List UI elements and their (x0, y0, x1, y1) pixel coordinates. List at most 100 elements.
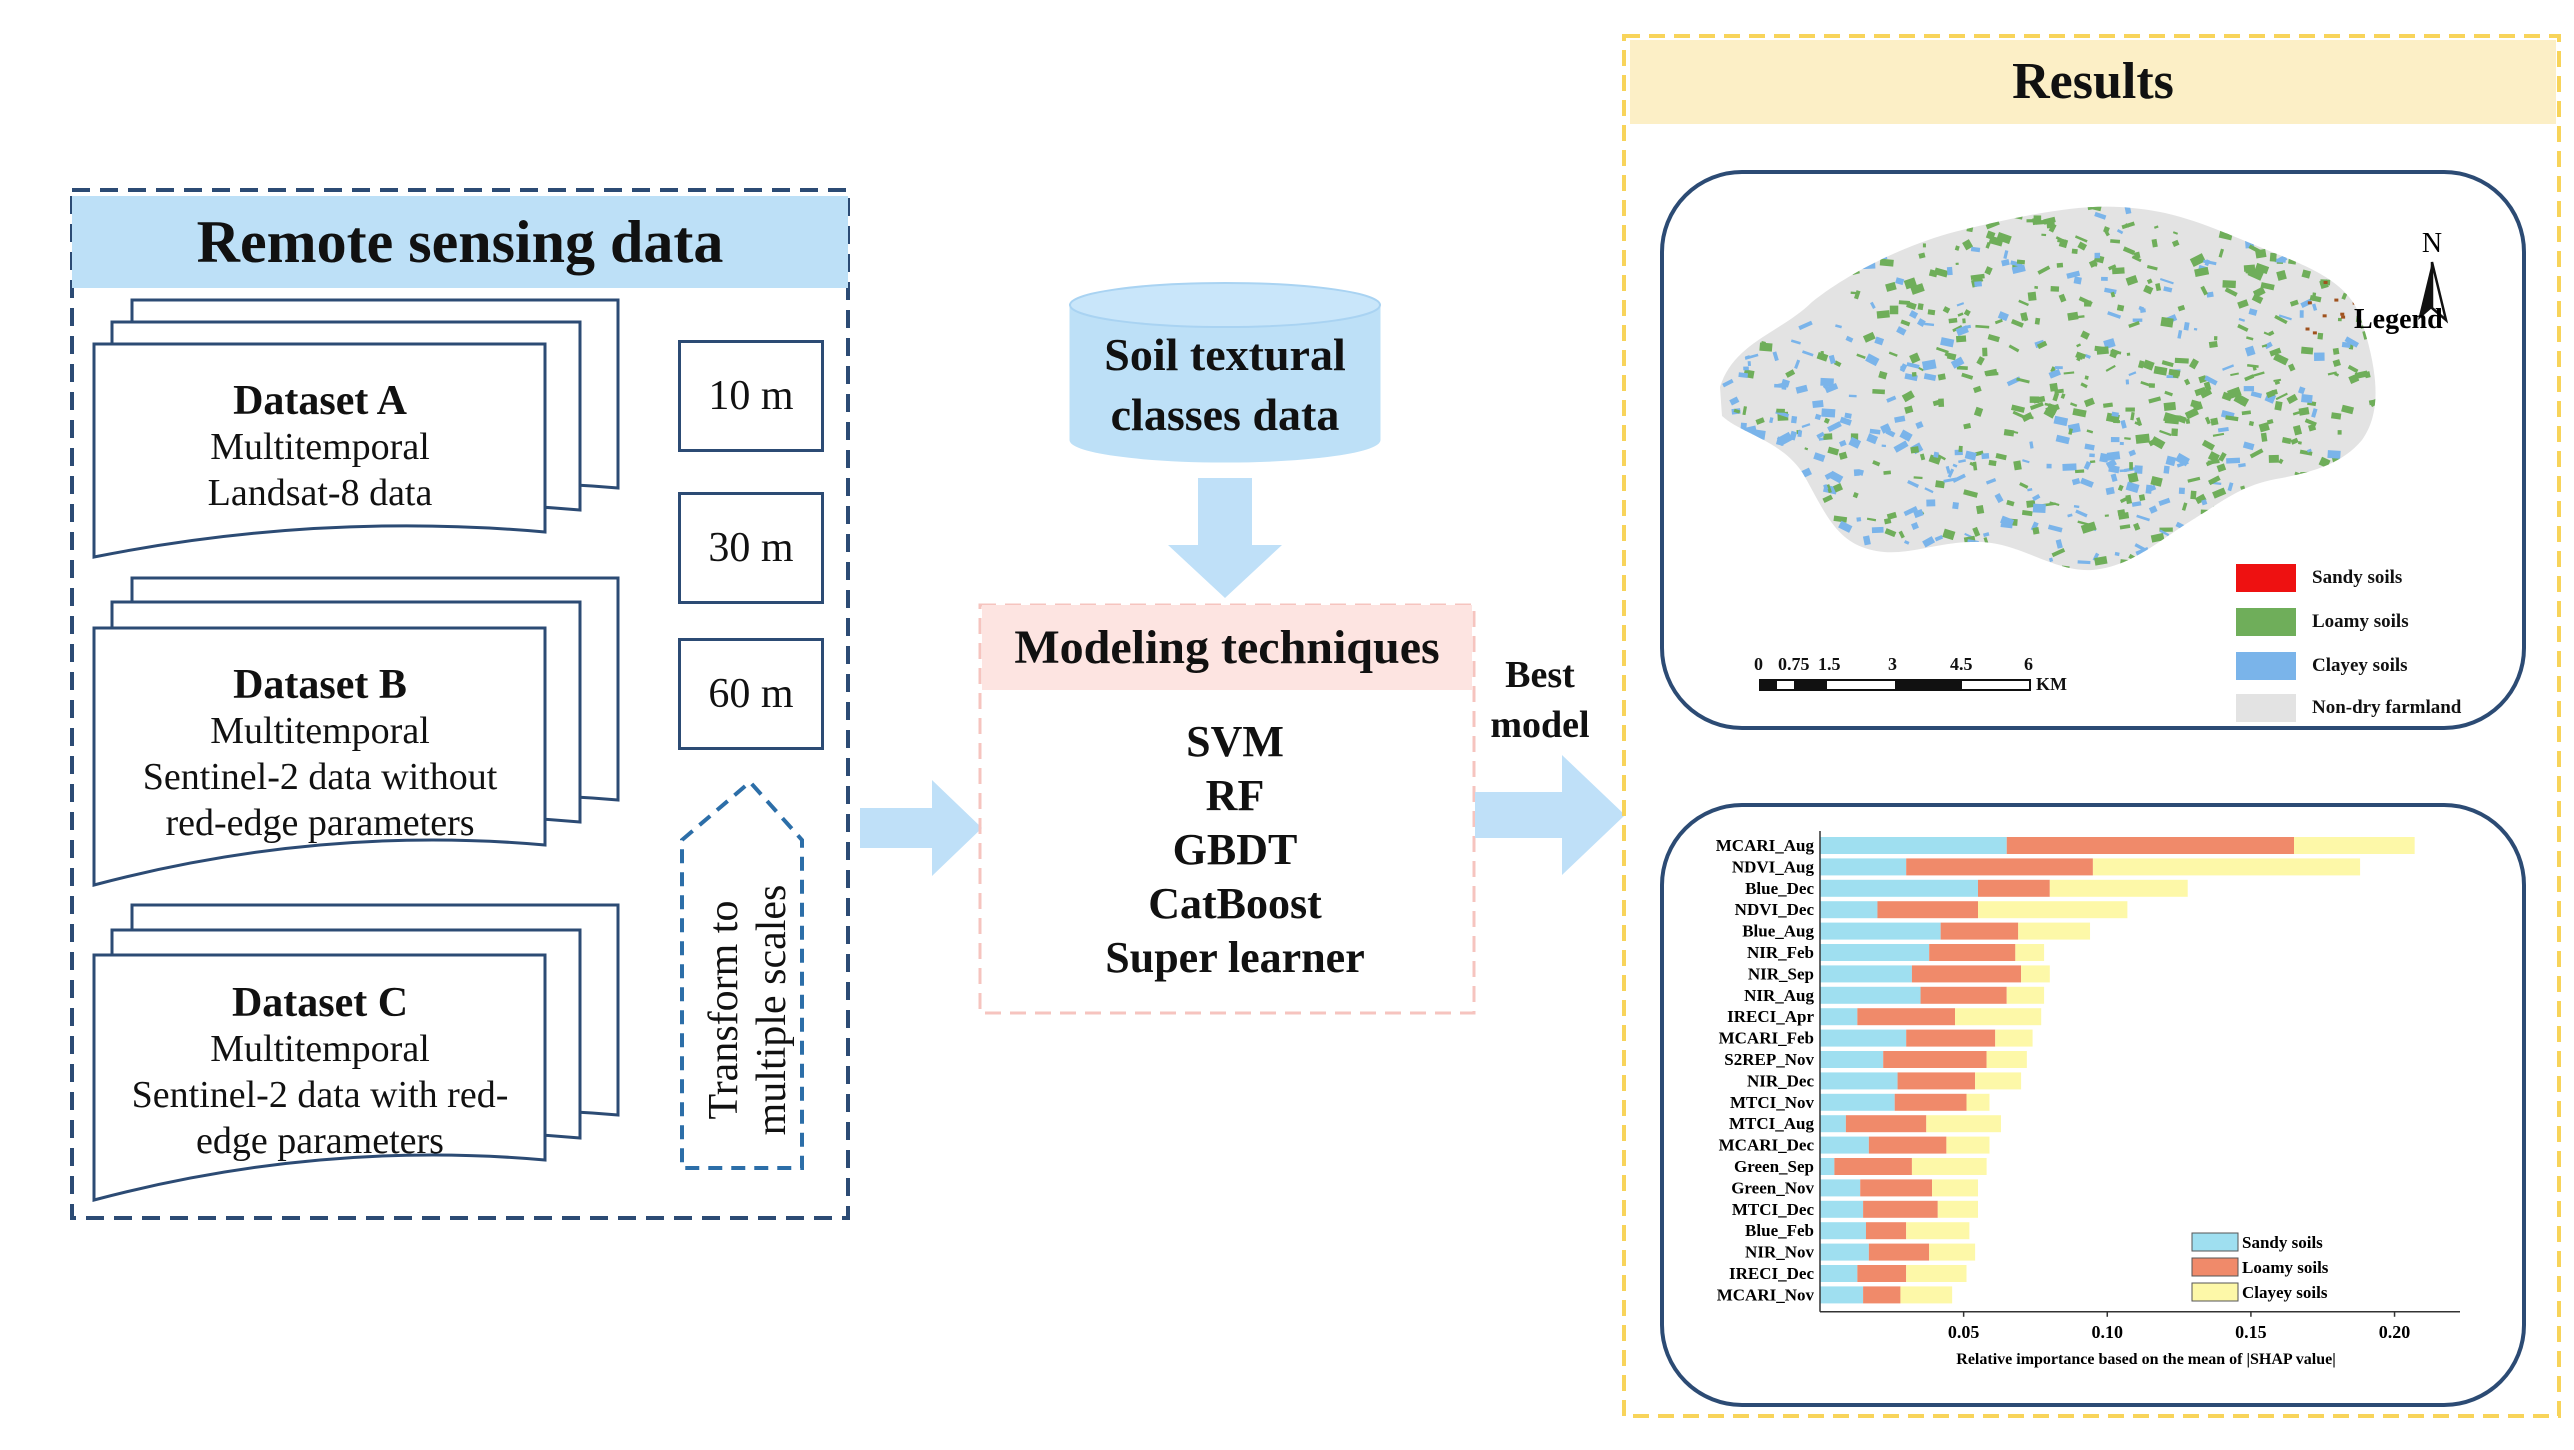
soil-patch (2204, 375, 2218, 386)
soil-patch (2088, 259, 2098, 268)
soil-patch (2034, 285, 2039, 290)
soil-patch (1946, 266, 1953, 276)
soil-patch (2070, 402, 2078, 408)
soil-patch (2278, 314, 2292, 321)
soil-patch (1922, 536, 1936, 548)
best-model-line2: model (1490, 704, 1590, 746)
soil-patch (2013, 460, 2022, 471)
soil-patch (2367, 226, 2375, 232)
soil-patch (2201, 499, 2208, 506)
soil-patch (1943, 477, 1957, 483)
soil-patch (1764, 221, 1779, 234)
soil-patch (2332, 359, 2341, 367)
soil-patch (2135, 546, 2149, 556)
shap-bar-segment (1820, 986, 1921, 1004)
soil-patch (2074, 571, 2082, 580)
soil-patch (2286, 393, 2298, 405)
soil-patch (2089, 460, 2096, 464)
soil-patch (1746, 250, 1751, 255)
soil-patch (2247, 533, 2257, 542)
soil-patch (2010, 404, 2025, 413)
shap-bar-segment (1966, 1093, 1990, 1111)
soil-patch (1775, 236, 1787, 246)
soil-patch (2274, 400, 2283, 411)
soil-patch (1739, 219, 1752, 232)
scale-10m-box: 10 m (678, 340, 824, 452)
soil-patch (1756, 481, 1769, 492)
dataset-a-text: Dataset A Multitemporal Landsat-8 data (100, 378, 540, 516)
soil-patch (2159, 429, 2172, 437)
soil-patch (2199, 387, 2213, 399)
soil-patch (2128, 371, 2137, 377)
soil-patch (2151, 238, 2158, 248)
soil-patch (2133, 522, 2141, 531)
soil-patch (1859, 208, 1865, 214)
shap-category-label: Green_Sep (1734, 1157, 1814, 1176)
soil-patch (1760, 300, 1770, 308)
shap-bar-segment (1820, 1051, 1884, 1068)
soil-patch (1995, 453, 2007, 461)
soil-patch (2172, 373, 2179, 379)
soil-patch (1967, 560, 1972, 566)
soil-patch (2006, 499, 2015, 507)
soil-patch (2083, 397, 2095, 408)
soil-patch (2187, 564, 2200, 570)
shap-bar-segment (1857, 1008, 1956, 1026)
soil-patch (1847, 206, 1855, 213)
soil-patch (2227, 203, 2231, 206)
soil-patch (2341, 292, 2348, 300)
soil-patch (1856, 517, 1862, 522)
soil-patch (2193, 327, 2198, 331)
soil-patch (1975, 505, 1985, 515)
soil-patch (1895, 277, 1905, 286)
soil-patch (2058, 293, 2067, 303)
soil-patch (2177, 415, 2187, 424)
soil-patch (2368, 277, 2376, 284)
soil-patch (2306, 480, 2322, 495)
soil-patch (2298, 407, 2310, 416)
soil-patch (2037, 265, 2051, 275)
shap-bar-segment (1820, 1115, 1846, 1133)
soil-patch (1779, 284, 1791, 294)
soil-patch (1820, 377, 1834, 387)
soil-patch (2363, 283, 2376, 293)
soil-patch (1988, 459, 1997, 467)
soil-patch (1759, 340, 1766, 350)
map-legend-item-loamy: Loamy soils (2236, 600, 2461, 644)
soil-patch (2029, 401, 2044, 411)
soil-patch (1950, 356, 1965, 369)
soil-patch (2023, 315, 2029, 322)
soil-patch (1886, 395, 1897, 403)
soil-patch (2108, 464, 2120, 474)
soil-patch (2145, 484, 2153, 494)
dataset-c-line2: Sentinel-2 data with red- (131, 1074, 509, 1116)
soil-patch (2077, 206, 2082, 208)
soil-patch (2292, 410, 2303, 416)
soil-patch (2084, 353, 2091, 359)
shap-bar-segment (1820, 965, 1912, 983)
soil-patch (2126, 352, 2131, 356)
soil-patch (2263, 331, 2271, 337)
legend-swatch-nondry (2236, 694, 2296, 722)
soil-patch (1903, 506, 1918, 517)
soil-patch (2171, 428, 2178, 437)
soil-patch (2019, 482, 2029, 489)
soil-patch (2011, 549, 2017, 555)
shap-bar-segment (1820, 922, 1941, 940)
soil-patch (2274, 314, 2288, 325)
soil-patch (1777, 241, 1789, 250)
soil-patch (2326, 206, 2337, 208)
soil-patch (2226, 386, 2242, 400)
soil-patch (2208, 340, 2218, 349)
soil-patch (2129, 462, 2133, 470)
soil-patch (1835, 324, 1842, 329)
dataset-b-text: Dataset B Multitemporal Sentinel-2 data … (98, 662, 542, 846)
soil-patch (2177, 304, 2186, 312)
soil-patch (1865, 353, 1880, 367)
shap-bar-segment (1820, 858, 1907, 876)
soil-patch (1902, 206, 1914, 212)
soil-patch (1876, 557, 1888, 566)
soil-patch (1794, 287, 1803, 296)
soil-patch (1771, 545, 1781, 555)
soil-patch (1901, 227, 1912, 239)
